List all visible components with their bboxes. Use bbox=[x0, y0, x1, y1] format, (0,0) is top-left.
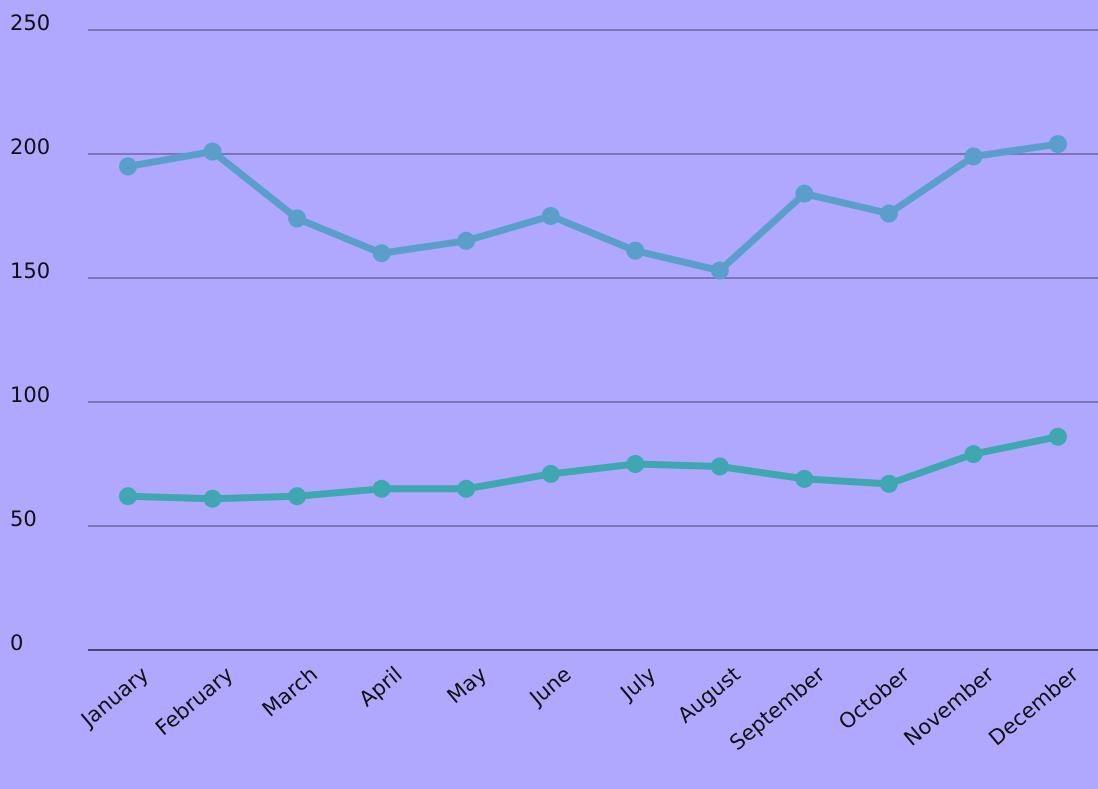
data-point bbox=[203, 489, 222, 508]
y-tick-label: 0 bbox=[10, 631, 23, 655]
data-point bbox=[203, 142, 222, 161]
data-point bbox=[710, 457, 729, 476]
series-line bbox=[127, 433, 1059, 503]
x-tick-label: February bbox=[151, 662, 238, 740]
data-point bbox=[1049, 135, 1067, 154]
data-point bbox=[964, 147, 983, 166]
data-point bbox=[795, 184, 814, 203]
x-tick-label: May bbox=[443, 662, 492, 708]
x-tick-label: November bbox=[899, 662, 998, 751]
x-tick-label: April bbox=[355, 662, 407, 711]
x-tick-label: June bbox=[524, 662, 576, 711]
y-tick-label: 100 bbox=[10, 383, 50, 407]
data-point bbox=[879, 474, 898, 493]
x-tick-label: July bbox=[614, 662, 660, 706]
data-point bbox=[372, 479, 391, 498]
x-tick-label: December bbox=[984, 662, 1083, 751]
data-point bbox=[879, 204, 898, 223]
x-tick-label: August bbox=[673, 662, 745, 728]
data-point bbox=[457, 479, 476, 498]
data-point bbox=[710, 261, 729, 280]
y-tick-label: 250 bbox=[10, 11, 50, 35]
data-point bbox=[457, 231, 476, 250]
data-point bbox=[626, 455, 645, 473]
data-point bbox=[964, 445, 983, 464]
series-line bbox=[127, 140, 1059, 275]
data-point bbox=[119, 487, 137, 506]
data-point bbox=[1049, 427, 1067, 446]
data-point bbox=[626, 241, 645, 260]
y-tick-label: 200 bbox=[10, 135, 50, 159]
x-tick-label: March bbox=[258, 662, 322, 722]
data-point bbox=[541, 464, 560, 483]
x-tick-label: January bbox=[75, 662, 153, 733]
x-tick-label: October bbox=[834, 662, 914, 735]
y-tick-label: 50 bbox=[10, 507, 37, 531]
data-point bbox=[119, 157, 137, 176]
data-point bbox=[372, 244, 391, 263]
y-tick-label: 150 bbox=[10, 259, 50, 283]
data-point bbox=[541, 207, 560, 225]
data-point bbox=[288, 487, 307, 506]
data-point bbox=[795, 469, 814, 488]
data-point bbox=[288, 209, 307, 228]
